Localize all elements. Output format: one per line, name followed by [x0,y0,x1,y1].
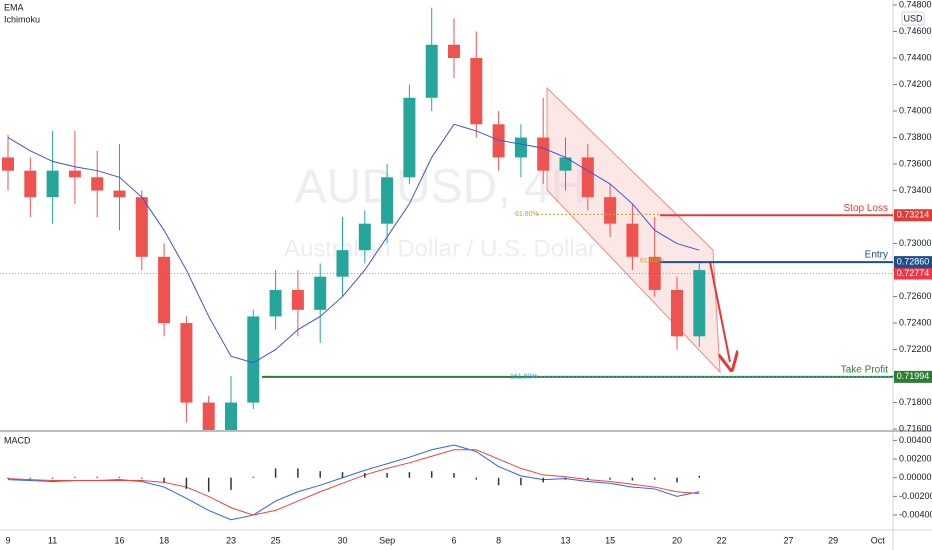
candle-body [113,190,126,198]
x-tick-label: 9 [5,535,10,545]
indicator-label: Ichimoku [4,14,40,24]
y-tick-label: 0.74200 [899,79,932,89]
x-tick-label: Oct [871,535,886,545]
candle-body [158,256,171,324]
candle-body [91,177,104,191]
candle-body [225,402,237,430]
candle-body [202,402,215,430]
pane-title: MACD [4,435,31,445]
candle-body [671,289,683,337]
watermark-subtitle: Australian Dollar / U.S. Dollar [284,235,596,262]
candle-body [247,316,260,403]
y-tick-label: -0.00200 [899,491,932,501]
x-tick-label: 11 [48,535,57,545]
macd-line [7,444,700,521]
currency: USD [903,13,923,23]
price-tag [894,370,932,383]
main-pane [2,7,706,430]
y-tick-label: 0.72400 [899,317,932,327]
level-label: Stop Loss [844,203,888,214]
indicator-label: EMA [4,2,24,12]
candle-body [425,44,438,98]
x-tick-label: 23 [226,535,236,545]
candle-body [537,137,550,171]
candle-body [358,223,371,251]
y-tick-label: 0.74400 [899,52,932,62]
candle-body [514,137,527,158]
level-label: Take Profit [841,365,888,376]
y-tick-label: 0.73000 [899,238,932,248]
candle-body [314,276,327,310]
y-tick-label: 0.72600 [899,291,932,301]
x-tick-label: 25 [271,535,281,545]
candle-body [336,250,349,277]
level-label: Entry [865,250,888,261]
fib-label: 61.80% [640,258,664,265]
candle-body [381,177,394,224]
y-tick-label: 0.74600 [899,26,932,36]
x-tick-label: 8 [496,535,501,545]
currency-box [901,11,925,26]
y-tick-label: 0.72200 [899,344,932,354]
x-tick-label: Sep [379,535,395,545]
candle-body [180,323,193,403]
candle-body [403,97,416,178]
y-tick-label: 0.74800 [899,0,932,9]
x-tick-label: 22 [717,535,727,545]
x-tick-label: 20 [672,535,682,545]
y-tick-label: -0.00400 [899,509,932,519]
candle-body [24,170,37,198]
price-tag-label: 0.72774 [897,268,930,278]
y-tick-label: 0.73800 [899,132,932,142]
candle-body [470,58,483,125]
arrow [709,261,730,362]
y-tick-label: 0.73600 [899,158,932,168]
x-tick-label: 6 [451,535,456,545]
watermark: AUDUSD, 4H [295,161,586,214]
candle-body [2,157,14,171]
candle-body [291,289,304,310]
price-tag [894,256,932,269]
macd-line [7,449,700,516]
x-tick-label: 29 [828,535,838,545]
y-tick-label: 0.00400 [899,435,932,445]
y-tick-label: 0.71600 [899,423,932,433]
price-tag [894,267,932,280]
y-tick-label: 0.73400 [899,185,932,195]
price-tag-label: 0.72860 [897,256,930,266]
y-tick-label: 0.71800 [899,397,932,407]
candle-body [559,157,572,171]
x-tick-label: 30 [337,535,347,545]
candle-body [68,170,81,178]
price-tag-label: 0.71994 [897,371,930,381]
price-tag-label: 0.73214 [897,210,930,220]
candle-body [581,157,594,198]
y-tick-label: 0.00000 [899,472,932,482]
candle-body [46,170,59,198]
candle-body [626,223,639,257]
candle-body [492,124,505,158]
candle-body [693,270,706,337]
y-tick-label: 0.74000 [899,105,932,115]
y-tick-label: 0.00200 [899,453,932,463]
candle-body [135,197,148,257]
candle-body [448,44,460,59]
candle-body [269,289,282,317]
price-tag [894,209,932,222]
fib-label: 161.80% [510,374,538,381]
candle-body [604,197,617,224]
fib-label: 61.80% [515,211,539,218]
ema-line [7,123,700,364]
x-tick-label: 18 [159,535,169,545]
x-tick-label: 16 [114,535,124,545]
x-tick-label: 15 [605,535,615,545]
x-tick-label: 27 [783,535,793,545]
x-tick-label: 13 [560,535,570,545]
